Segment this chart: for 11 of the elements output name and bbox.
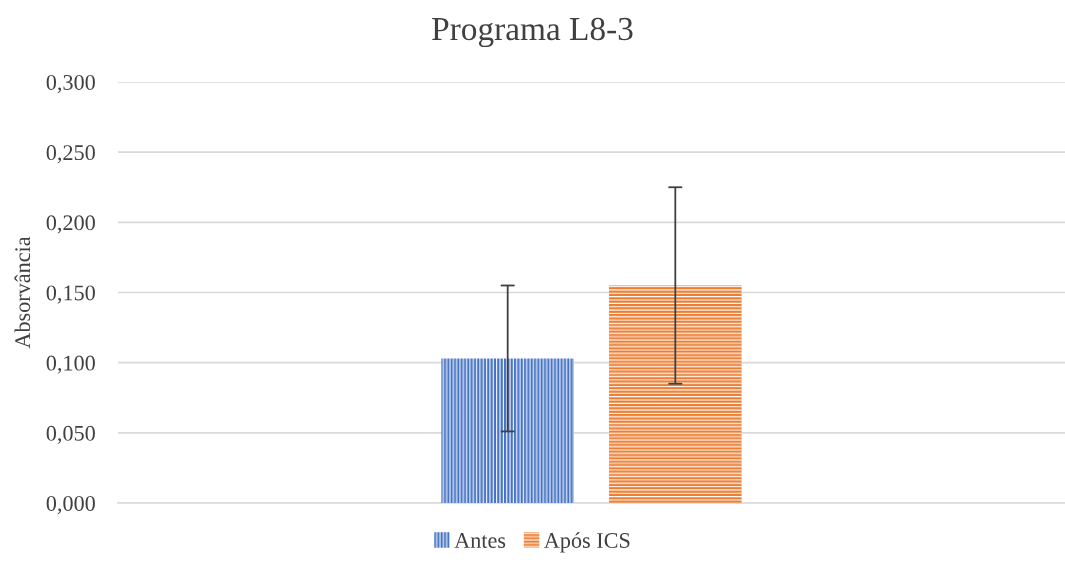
legend-label: Após ICS (544, 532, 630, 553)
y-tick-label: 0,300 (46, 74, 95, 94)
y-tick-label: 0,050 (46, 425, 95, 444)
legend-label: Antes (454, 533, 506, 548)
y-tick-label: 0,200 (46, 215, 95, 234)
y-tick-label: 0,100 (46, 355, 95, 374)
y-tick-label: 0,250 (46, 145, 95, 164)
y-axis-title: Absorvância (14, 236, 31, 349)
y-tick-label: 0,000 (46, 495, 95, 515)
y-tick-label: 0,150 (46, 285, 95, 304)
chart-title: Programa L8-3 (432, 17, 633, 48)
